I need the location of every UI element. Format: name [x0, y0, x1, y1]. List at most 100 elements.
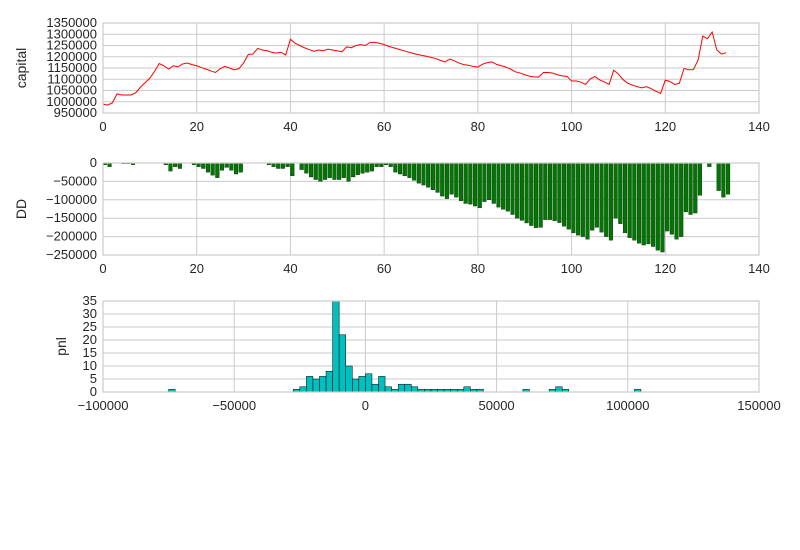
- drawdown-bar: [177, 162, 182, 169]
- drawdown-bar: [651, 162, 656, 247]
- drawdown-bar: [580, 162, 585, 237]
- y-axis-label: capital: [13, 48, 29, 88]
- drawdown-bar: [557, 162, 562, 223]
- drawdown-bar: [543, 162, 548, 220]
- drawdown-bar: [608, 162, 613, 241]
- drawdown-bar: [332, 162, 337, 180]
- drawdown-bar: [519, 162, 524, 221]
- x-tick-label: 100: [561, 119, 583, 134]
- drawdown-bar: [665, 162, 670, 232]
- y-tick-label: 1150000: [47, 60, 97, 75]
- pnl-histogram-panel: −100000 −50000 0 50000 100000 150000051015202…: [53, 293, 781, 413]
- drawdown-bar: [627, 162, 632, 238]
- histogram-bar: [345, 365, 353, 393]
- y-tick-label: 1250000: [46, 38, 97, 53]
- drawdown-bar: [426, 162, 431, 188]
- drawdown-bar: [510, 162, 515, 215]
- drawdown-bar: [726, 162, 731, 195]
- drawdown-bar: [337, 162, 342, 180]
- drawdown-bar: [341, 162, 346, 178]
- x-tick-label: 60: [377, 119, 391, 134]
- drawdown-bar: [693, 162, 698, 214]
- drawdown-bar: [468, 162, 473, 205]
- drawdown-bar: [398, 162, 403, 175]
- drawdown-bar: [201, 162, 206, 169]
- drawdown-bar: [205, 162, 210, 173]
- histogram-bar: [411, 386, 419, 393]
- y-tick-label: 1350000: [46, 15, 97, 30]
- drawdown-bar: [529, 162, 534, 226]
- drawdown-bar: [590, 162, 595, 231]
- drawdown-bar: [276, 162, 281, 169]
- drawdown-bar: [215, 162, 220, 178]
- drawdown-bar: [229, 162, 234, 171]
- x-tick-label: −100000: [78, 398, 129, 413]
- drawdown-bar: [365, 162, 370, 173]
- y-tick-label: 35: [83, 293, 97, 308]
- drawdown-bar: [421, 162, 426, 186]
- drawdown-bar: [407, 162, 412, 178]
- y-tick-label: −50000: [53, 173, 97, 188]
- y-tick-label: 1000000: [46, 94, 97, 109]
- drawdown-bar: [444, 162, 449, 199]
- drawdown-bar: [562, 162, 567, 227]
- y-tick-labels: 9500001000000105000011000001150000120000…: [46, 15, 97, 120]
- drawdown-bar: [412, 162, 417, 181]
- drawdown-bar: [435, 162, 440, 193]
- drawdown-bar: [355, 162, 360, 175]
- data-marks: [168, 300, 642, 393]
- drawdown-bar: [458, 162, 464, 202]
- drawdown-bar: [501, 162, 506, 210]
- drawdown-bar: [280, 162, 285, 169]
- x-tick-labels: 0 20 40 60 80 100 120 140: [99, 119, 769, 134]
- drawdown-bar: [688, 162, 693, 215]
- y-tick-label: 0: [90, 155, 97, 170]
- drawdown-bar: [637, 162, 642, 244]
- y-tick-label: 5: [90, 371, 97, 386]
- x-tick-label: 120: [654, 119, 676, 134]
- drawdown-bar: [440, 162, 445, 197]
- drawdown-bar: [576, 162, 581, 236]
- histogram-bar: [306, 376, 314, 393]
- drawdown-bar: [655, 162, 660, 251]
- histogram-bar: [378, 376, 386, 393]
- drawdown-bar: [538, 162, 543, 228]
- x-tick-label: 140: [748, 119, 770, 134]
- x-tick-label: 140: [748, 261, 770, 276]
- histogram-bar: [325, 370, 333, 393]
- drawdown-bar: [482, 162, 487, 202]
- drawdown-bar: [351, 162, 356, 178]
- histogram-bar: [332, 300, 340, 393]
- y-tick-label: −150000: [46, 210, 97, 225]
- drawdown-bar: [463, 162, 468, 204]
- x-tick-label: 150000: [737, 398, 780, 413]
- histogram-bar: [371, 383, 379, 393]
- y-tick-label: −100000: [46, 192, 97, 207]
- drawdown-bar: [683, 162, 688, 213]
- drawdown-bar: [660, 162, 665, 253]
- drawdown-bar: [487, 162, 492, 200]
- grid-lines: [102, 300, 760, 393]
- x-tick-label: 0: [99, 261, 106, 276]
- y-tick-label: −250000: [46, 247, 97, 262]
- drawdown-bar: [622, 162, 628, 234]
- capital-line-panel: 0 20 40 60 80 100 120 1409500001000000105000011…: [13, 15, 770, 134]
- histogram-bar: [358, 376, 366, 393]
- drawdown-bar: [290, 162, 295, 177]
- data-marks: [102, 30, 727, 106]
- drawdown-bar: [646, 162, 651, 245]
- axes-frame: [102, 162, 760, 256]
- x-tick-label: 100: [561, 261, 583, 276]
- y-tick-label: 1050000: [46, 83, 97, 98]
- drawdown-bar: [697, 162, 702, 196]
- drawdown-bar: [318, 162, 323, 182]
- drawdown-bar: [679, 162, 684, 237]
- y-tick-label: −200000: [46, 229, 97, 244]
- x-tick-label: 50000: [479, 398, 515, 413]
- histogram-bar: [299, 386, 307, 393]
- drawdown-bar: [571, 162, 576, 234]
- histogram-bar: [365, 373, 373, 393]
- histogram-bar: [338, 334, 346, 393]
